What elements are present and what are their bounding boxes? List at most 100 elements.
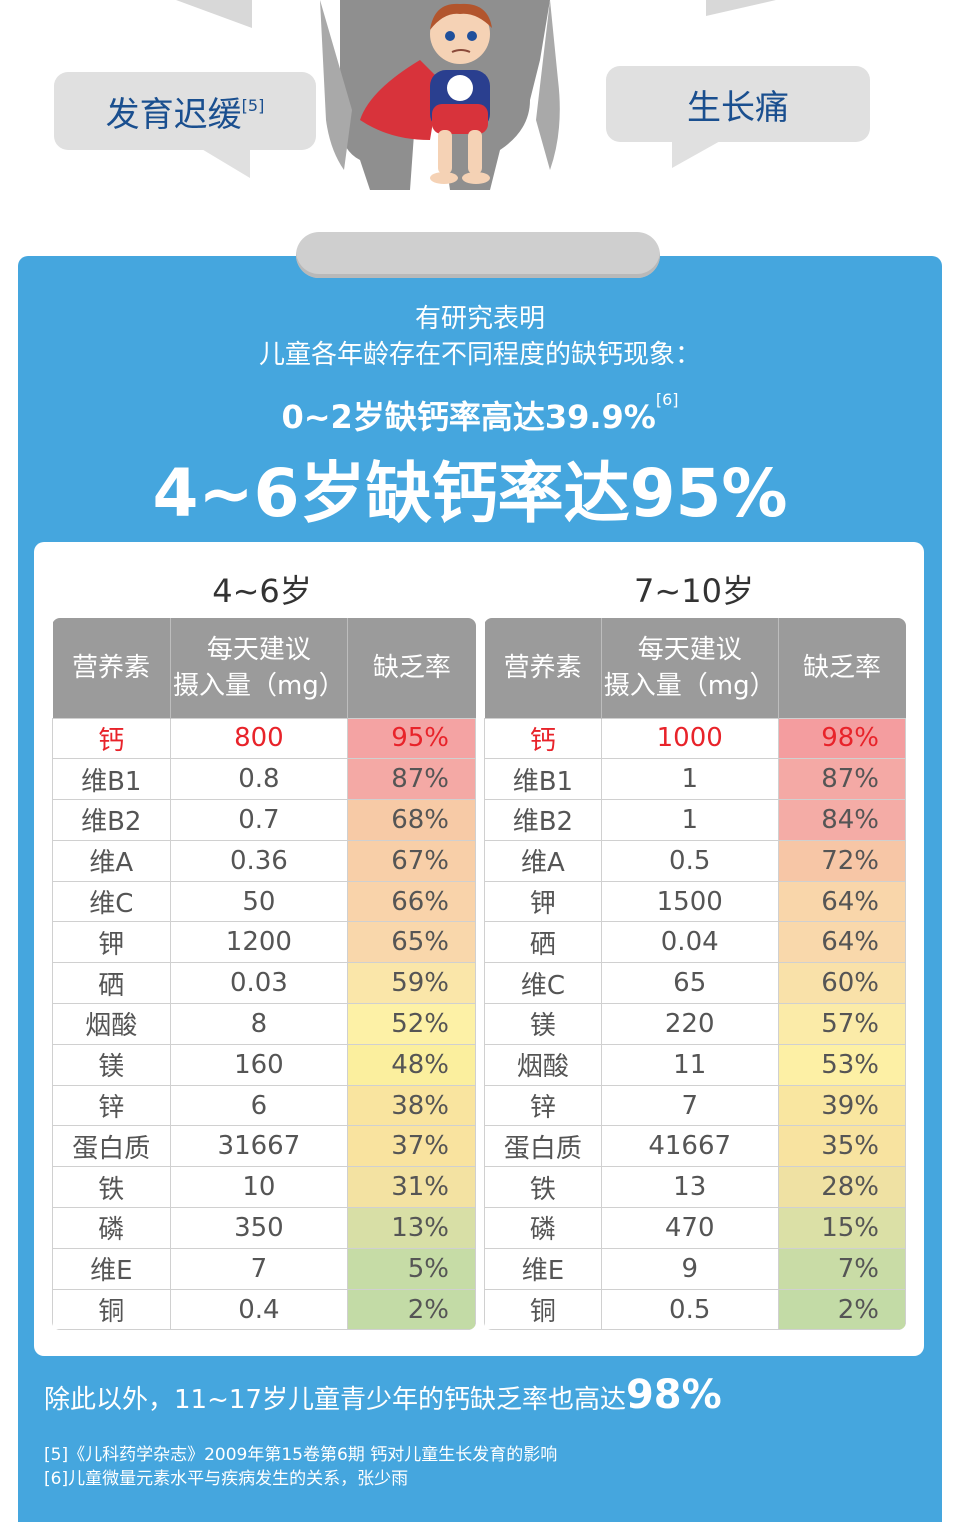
nutrient-name-cell: 铜 xyxy=(484,1288,602,1331)
table-row: 蛋白质 31667 37% xyxy=(52,1125,476,1168)
daily-intake-cell: 11 xyxy=(600,1043,779,1086)
daily-intake-cell: 1000 xyxy=(600,717,779,760)
nutrient-name-cell: 铜 xyxy=(52,1288,171,1331)
deficiency-rate-cell: 13% xyxy=(347,1207,476,1249)
daily-intake-cell: 0.5 xyxy=(600,839,779,882)
daily-intake-cell: 1200 xyxy=(169,921,349,964)
deficiency-rate-cell: 67% xyxy=(347,839,476,882)
table-row: 钙 800 95% xyxy=(52,717,476,760)
nutrient-name-cell: 钾 xyxy=(52,921,171,964)
stat-text: 0~2岁缺钙率高达39.9% xyxy=(281,398,656,436)
header-rate: 缺乏率 xyxy=(778,618,906,718)
nutrient-name-cell: 维A xyxy=(484,839,602,882)
deficiency-rate-cell: 7% xyxy=(777,1247,906,1290)
teen-deficiency-note: 除此以外，11~17岁儿童青少年的钙缺乏率也高达98% xyxy=(44,1372,722,1418)
nutrient-name-cell: 硒 xyxy=(484,921,602,964)
intro-line-2: 儿童各年龄存在不同程度的缺钙现象： xyxy=(258,340,701,370)
deficiency-rate-cell: 53% xyxy=(777,1043,906,1086)
daily-intake-cell: 31667 xyxy=(169,1125,349,1168)
nutrient-name-cell: 维B2 xyxy=(52,799,171,841)
table-row: 维B1 1 87% xyxy=(484,758,906,801)
table-header-row: 营养素 每天建议 摄入量（mg） 缺乏率 xyxy=(52,618,476,718)
deficiency-rate-cell: 87% xyxy=(777,758,906,801)
table-row: 铁 13 28% xyxy=(484,1166,906,1209)
bubble-development-delay: 发育迟缓 [5] xyxy=(54,72,316,150)
nutrient-name-cell: 锌 xyxy=(52,1084,171,1127)
bubble-tail xyxy=(672,140,722,168)
nutrient-name-cell: 钙 xyxy=(52,717,171,760)
deficiency-rate-cell: 15% xyxy=(777,1207,906,1249)
table-row: 烟酸 11 53% xyxy=(484,1043,906,1086)
table-row: 维E 7 5% xyxy=(52,1247,476,1290)
stat-ref: [6] xyxy=(655,390,679,409)
deficiency-rate-cell: 60% xyxy=(777,962,906,1005)
stat-0-2-years: 0~2岁缺钙率高达39.9%[6] xyxy=(0,390,960,438)
deficiency-rate-cell: 64% xyxy=(777,921,906,964)
daily-intake-cell: 220 xyxy=(600,1003,779,1045)
nutrient-name-cell: 镁 xyxy=(52,1043,171,1086)
header-nutrient: 营养素 xyxy=(484,618,602,718)
daily-intake-cell: 65 xyxy=(600,962,779,1005)
deficiency-rate-cell: 84% xyxy=(777,799,906,841)
bubble-ref: [5] xyxy=(241,95,265,115)
nutrient-name-cell: 硒 xyxy=(52,962,171,1005)
table-row: 镁 220 57% xyxy=(484,1003,906,1045)
bubble-growing-pains: 生长痛 xyxy=(606,66,870,142)
nutrient-name-cell: 维B1 xyxy=(484,758,602,801)
nutrient-name-cell: 维C xyxy=(52,880,171,923)
daily-intake-cell: 8 xyxy=(169,1003,349,1045)
deficiency-rate-cell: 37% xyxy=(347,1125,476,1168)
deficiency-rate-cell: 64% xyxy=(777,880,906,923)
note-highlight: 98% xyxy=(625,1372,722,1418)
header-illustration-area: 发育迟缓 [5] 生长痛 xyxy=(0,0,960,230)
daily-intake-cell: 160 xyxy=(169,1043,349,1086)
nutrient-name-cell: 锌 xyxy=(484,1084,602,1127)
deficiency-rate-cell: 2% xyxy=(347,1288,476,1331)
deficiency-rate-cell: 2% xyxy=(777,1288,906,1331)
daily-intake-cell: 1500 xyxy=(600,880,779,923)
deficiency-rate-cell: 48% xyxy=(347,1043,476,1086)
header-daily-intake: 每天建议 摄入量（mg） xyxy=(601,618,779,718)
nutrient-name-cell: 维A xyxy=(52,839,171,882)
daily-intake-cell: 7 xyxy=(600,1084,779,1127)
daily-intake-cell: 0.03 xyxy=(169,962,349,1005)
nutrient-name-cell: 蛋白质 xyxy=(52,1125,171,1168)
deficiency-rate-cell: 5% xyxy=(347,1247,476,1290)
table-row: 蛋白质 41667 35% xyxy=(484,1125,906,1168)
table-row: 镁 160 48% xyxy=(52,1043,476,1086)
daily-intake-cell: 1 xyxy=(600,799,779,841)
bubble-text: 生长痛 xyxy=(687,87,789,128)
nutrient-table-4-6: 营养素 每天建议 摄入量（mg） 缺乏率 钙 800 95% 维B1 0.8 87% 维B2 0… xyxy=(52,618,476,1331)
table-row: 锌 7 39% xyxy=(484,1084,906,1127)
daily-intake-cell: 350 xyxy=(169,1207,349,1249)
deficiency-rate-cell: 39% xyxy=(777,1084,906,1127)
table-row: 铜 0.4 2% xyxy=(52,1288,476,1331)
daily-intake-cell: 0.4 xyxy=(169,1288,349,1331)
deficiency-rate-cell: 38% xyxy=(347,1084,476,1127)
table-row: 硒 0.03 59% xyxy=(52,962,476,1005)
nutrient-name-cell: 磷 xyxy=(52,1207,171,1249)
table-row: 钙 1000 98% xyxy=(484,717,906,760)
nutrient-name-cell: 维E xyxy=(484,1247,602,1290)
deficiency-rate-cell: 35% xyxy=(777,1125,906,1168)
table-row: 钾 1200 65% xyxy=(52,921,476,964)
header-daily-intake: 每天建议 摄入量（mg） xyxy=(170,618,349,718)
nutrient-name-cell: 烟酸 xyxy=(52,1003,171,1045)
deficiency-rate-cell: 95% xyxy=(347,717,476,760)
bubble-tail xyxy=(176,0,252,28)
table-header-row: 营养素 每天建议 摄入量（mg） 缺乏率 xyxy=(484,618,906,718)
table-row: 烟酸 8 52% xyxy=(52,1003,476,1045)
table-row: 钾 1500 64% xyxy=(484,880,906,923)
daily-intake-cell: 50 xyxy=(169,880,349,923)
daily-intake-cell: 800 xyxy=(169,717,349,760)
nutrient-name-cell: 铁 xyxy=(52,1166,171,1209)
table-row: 硒 0.04 64% xyxy=(484,921,906,964)
deficiency-rate-cell: 65% xyxy=(347,921,476,964)
header-daily-line1: 每天建议 xyxy=(206,634,311,665)
bubble-tail xyxy=(706,0,776,16)
daily-intake-cell: 6 xyxy=(169,1084,349,1127)
table-row: 铁 10 31% xyxy=(52,1166,476,1209)
table-row: 磷 350 13% xyxy=(52,1207,476,1249)
group-title-4-6: 4~6岁 xyxy=(212,572,312,610)
header-daily-line2: 摄入量（mg） xyxy=(603,670,776,701)
